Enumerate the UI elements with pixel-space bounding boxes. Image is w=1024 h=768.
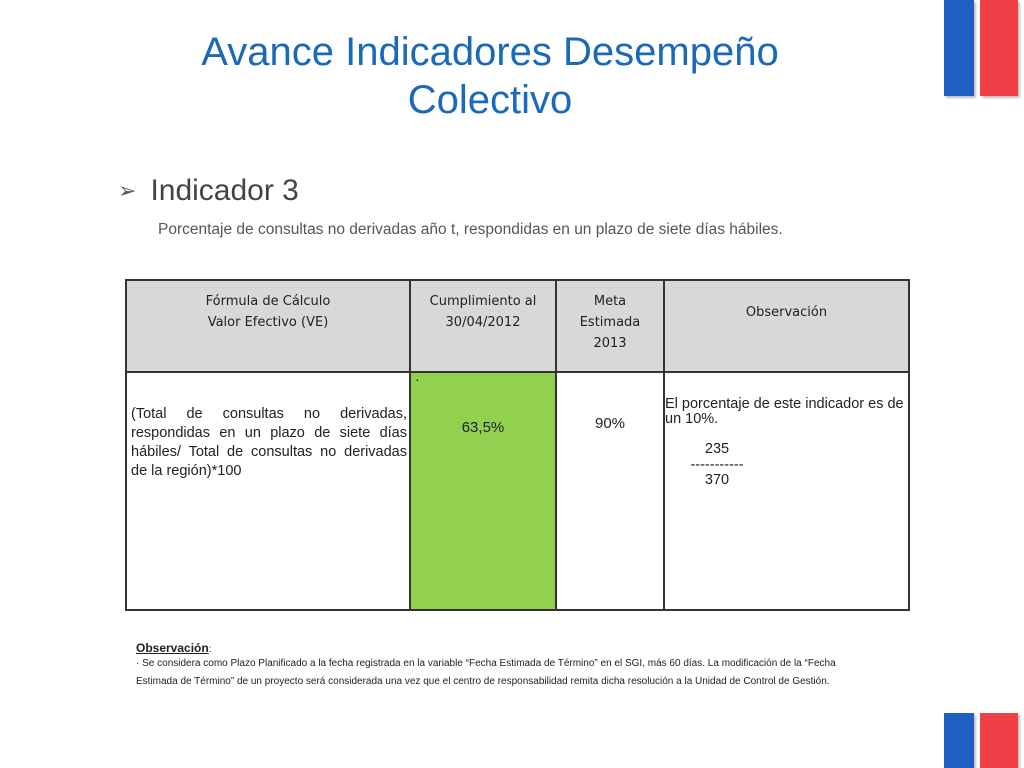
- header-cumplimiento-line2: 30/04/2012: [445, 315, 521, 330]
- fraction: 235 ----------- 370: [687, 441, 747, 489]
- header-formula-line2: Valor Efectivo (VE): [207, 315, 329, 330]
- footnote-line2: Estimada de Término” de un proyecto será…: [136, 676, 830, 687]
- footnote-marker: ·: [136, 658, 140, 669]
- header-cumplimiento: Cumplimiento al 30/04/2012: [409, 279, 557, 373]
- cumplimiento-cell: · 63,5%: [409, 371, 557, 611]
- header-meta-line2: Estimada: [579, 315, 641, 330]
- footnote-line1: Se considera como Plazo Planificado a la…: [142, 658, 836, 669]
- bullet-heading-row: ➢ Indicador 3: [118, 174, 299, 208]
- arrow-bullet-icon: ➢: [118, 178, 137, 203]
- slide-title-line1: Avance Indicadores Desempeño: [201, 30, 779, 74]
- fraction-numerator: 235: [704, 441, 730, 457]
- flag-decoration-bottom: [944, 713, 1024, 768]
- footnote: Observación: · Se considera como Plazo P…: [136, 641, 896, 693]
- flag-decoration-top: [944, 0, 1024, 96]
- header-observacion: Observación: [663, 279, 910, 373]
- formula-cell: (Total de consultas no derivadas, respon…: [125, 371, 411, 611]
- flag-red-stripe: [980, 0, 1018, 96]
- observacion-text: El porcentaje de este indicador es de un…: [665, 396, 904, 427]
- fraction-denominator: 370: [704, 472, 730, 488]
- header-cumplimiento-line1: Cumplimiento al: [429, 294, 537, 309]
- table-header-row: Fórmula de Cálculo Valor Efectivo (VE) C…: [125, 279, 910, 373]
- flag-blue-stripe: [944, 0, 974, 96]
- slide-title-line2: Colectivo: [407, 78, 573, 122]
- cumplimiento-marker: ·: [415, 371, 420, 387]
- observacion-cell: El porcentaje de este indicador es de un…: [663, 371, 910, 611]
- header-meta: Meta Estimada 2013: [555, 279, 665, 373]
- header-formula-line1: Fórmula de Cálculo: [205, 294, 331, 309]
- formula-text: (Total de consultas no derivadas, respon…: [131, 406, 407, 479]
- fraction-line: -----------: [690, 456, 744, 473]
- table-row: (Total de consultas no derivadas, respon…: [125, 371, 910, 611]
- header-observacion-label: Observación: [745, 305, 828, 320]
- footnote-colon: :: [208, 644, 212, 655]
- header-formula: Fórmula de Cálculo Valor Efectivo (VE): [125, 279, 411, 373]
- indicator-description: Porcentaje de consultas no derivadas año…: [158, 221, 783, 238]
- flag-blue-stripe: [944, 713, 974, 768]
- flag-red-stripe: [980, 713, 1018, 768]
- cumplimiento-value: 63,5%: [461, 419, 505, 436]
- bullet-heading: Indicador 3: [150, 174, 299, 207]
- meta-cell: 90%: [555, 371, 665, 611]
- meta-value: 90%: [594, 415, 626, 432]
- indicator-table: Fórmula de Cálculo Valor Efectivo (VE) C…: [125, 279, 910, 611]
- slide-title: Avance Indicadores Desempeño Colectivo: [110, 28, 870, 124]
- header-meta-line1: Meta: [593, 294, 627, 309]
- footnote-label: Observación: [136, 641, 209, 655]
- header-meta-line3: 2013: [593, 336, 627, 351]
